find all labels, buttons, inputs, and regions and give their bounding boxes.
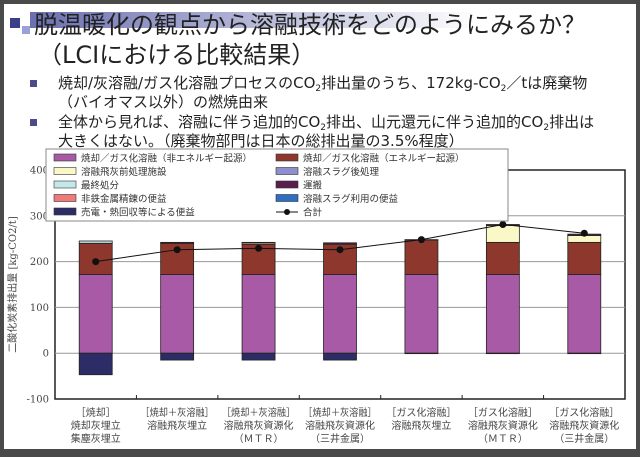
legend-label: 最終処分 [81, 180, 120, 192]
bar-segment [567, 241, 602, 275]
legend-swatch [275, 153, 299, 162]
subscript: 2 [543, 123, 550, 133]
bullet-2: 全体から見れば、溶融に伴う追加的CO2排出、山元還元に伴う追加的CO2排出は 大… [30, 113, 594, 151]
x-tick-label: ［焼却＋灰溶融］ [140, 406, 213, 419]
x-tick-label: ［焼却＋灰溶融］ [303, 406, 376, 419]
x-tick-label: 溶融飛灰埋立 [391, 419, 451, 432]
y-tick-label: 300 [30, 211, 49, 222]
legend-swatch [53, 194, 77, 202]
title-line2: （LCIにおける比較結果） [38, 41, 316, 69]
legend-marker [284, 209, 290, 215]
legend-label: 運搬 [303, 180, 323, 192]
y-tick-label: 0 [43, 349, 49, 360]
x-tick-label: ［ガス化溶融］ [468, 406, 538, 419]
bar-segment [241, 274, 276, 354]
bullet-marker [30, 80, 37, 87]
legend-swatch [275, 180, 299, 189]
x-tick-label: 溶融飛灰埋立 [147, 419, 207, 432]
text: 全体から見れば、溶融に伴う追加的CO [58, 113, 321, 131]
bar-segment [567, 274, 602, 354]
y-axis-label: 二酸化炭素排出量 [kg-CO2/t] [6, 216, 19, 353]
bar-segment [323, 242, 357, 245]
bar-segment [323, 352, 357, 361]
stacked-bar-chart: -100 0 100 200 300 400 二酸化炭素排出量 [kg-CO2/t] ［焼却］… [6, 148, 626, 445]
text: 排出は [549, 113, 595, 131]
bar-segment [485, 274, 520, 354]
legend-swatch [53, 167, 77, 175]
total-point [499, 221, 507, 229]
text: 排出、山元還元に伴う追加的CO [326, 113, 544, 131]
x-tick-label: （ＭＴＲ） [234, 433, 284, 445]
x-tick-label: 溶融飛灰資源化 [549, 419, 619, 432]
bar-segment [160, 352, 195, 361]
bar-segment [404, 239, 439, 275]
y-tick-label: 200 [30, 257, 49, 268]
x-tick-label: 溶融飛灰資源化 [468, 419, 538, 432]
y-tick-label: 100 [30, 303, 49, 314]
total-point [173, 246, 181, 254]
legend-label: 溶融飛灰前処理施設 [81, 166, 167, 178]
bar-segment [160, 274, 195, 354]
x-tick-label: 焼却灰埋立 [71, 419, 121, 432]
legend-label: 溶融スラグ後処理 [303, 166, 380, 178]
x-tick-label: ［ガス化溶融］ [549, 406, 619, 419]
text: 焼却/灰溶融/ガス化溶融プロセスのCO [58, 74, 316, 92]
bar-segment [323, 274, 357, 354]
bar-segment [485, 241, 520, 275]
slide: 脱温暖化の観点から溶融技術をどのようにみるか？ （LCIにおける比較結果） 焼却… [4, 4, 636, 449]
legend-swatch [53, 180, 77, 189]
total-point [336, 246, 344, 254]
text: 大きくはない。（廃棄物部門は日本の総排出量の3.5%程度） [58, 132, 464, 150]
text: （バイオマス以外）の燃焼由来 [58, 93, 269, 111]
legend-label: 売電・熱回収等による便益 [81, 207, 195, 219]
bar-segment [241, 352, 276, 361]
legend-label: 溶融スラグ利用の便益 [303, 193, 399, 205]
title-decoration [30, 12, 636, 28]
bar-segment [404, 274, 439, 354]
total-point [417, 236, 425, 244]
legend-label: 合計 [303, 207, 323, 219]
total-point [580, 229, 588, 237]
title-line1: 脱温暖化の観点から溶融技術をどのようにみるか？ [34, 11, 586, 39]
x-tick-label: ［ガス化溶融］ [386, 406, 456, 419]
page-title: 脱温暖化の観点から溶融技術をどのようにみるか？ （LCIにおける比較結果） [34, 10, 586, 70]
x-tick-label: 集塵灰埋立 [71, 432, 121, 445]
bar-segment [78, 352, 113, 376]
bar-segment [78, 274, 113, 354]
legend-swatch [53, 207, 77, 216]
x-tick-label: ［焼却］ [76, 407, 116, 419]
bar-segment [160, 241, 195, 244]
legend-swatch [53, 153, 77, 162]
x-tick-label: （三井金属） [310, 432, 370, 445]
x-tick-label: 溶融飛灰資源化 [224, 419, 294, 432]
legend-label: 非鉄金属精錬の便益 [81, 193, 167, 205]
bullet-marker [30, 119, 37, 126]
subscript: 2 [315, 84, 322, 94]
legend-swatch [275, 167, 299, 175]
legend-label: 焼却／ガス化溶融（非エネルギー起源） [81, 153, 252, 165]
subscript: 2 [320, 123, 327, 133]
title-decoration [22, 26, 30, 34]
x-tick-label: （ＭＴＲ） [478, 433, 528, 445]
x-tick-label: ［焼却＋灰溶融］ [222, 406, 295, 419]
subscript: 2 [500, 84, 507, 94]
bullet-1: 焼却/灰溶融/ガス化溶融プロセスのCO2排出量のうち、172kg-CO2／tは廃… [30, 74, 587, 112]
y-tick-label: -100 [27, 395, 49, 406]
text: 排出量のうち、172kg-CO [321, 74, 501, 92]
legend-label: 焼却／ガス化溶融（エネルギー起源） [303, 153, 465, 165]
text: ／tは廃棄物 [506, 74, 588, 92]
y-tick-label: 400 [30, 166, 49, 177]
total-point [255, 244, 263, 252]
title-decoration [10, 18, 20, 28]
x-tick-label: （三井金属） [554, 432, 614, 445]
bar-segment [78, 240, 113, 244]
legend-swatch [275, 194, 299, 202]
total-point [92, 258, 100, 266]
x-tick-label: 溶融飛灰資源化 [305, 419, 375, 432]
